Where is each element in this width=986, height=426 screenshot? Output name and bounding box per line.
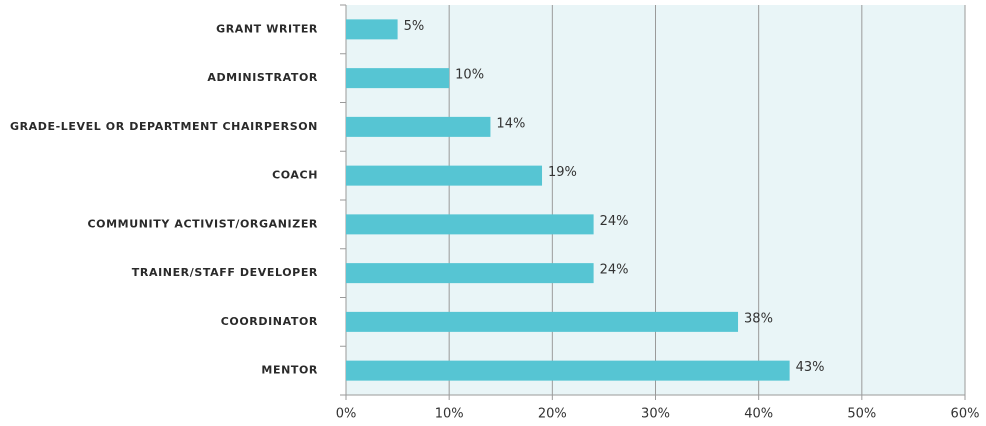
value-label: 14% bbox=[496, 116, 525, 131]
y-tick-label: TRAINER/STAFF DEVELOPER bbox=[132, 266, 318, 279]
bar bbox=[346, 263, 594, 284]
bar bbox=[346, 116, 491, 137]
y-tick-label: MENTOR bbox=[261, 364, 318, 377]
x-tick-label: 10% bbox=[435, 407, 464, 422]
x-tick-label: 0% bbox=[336, 407, 357, 422]
bar bbox=[346, 311, 739, 332]
x-tick-label: 30% bbox=[641, 407, 670, 422]
value-label: 38% bbox=[744, 311, 773, 326]
y-tick-label: ADMINISTRATOR bbox=[207, 71, 318, 84]
value-label: 43% bbox=[796, 360, 825, 375]
value-label: 19% bbox=[548, 165, 577, 180]
x-tick-label: 20% bbox=[538, 407, 567, 422]
bar bbox=[346, 214, 594, 235]
y-tick-label: COORDINATOR bbox=[221, 315, 318, 328]
bar bbox=[346, 68, 450, 89]
value-label: 24% bbox=[600, 214, 629, 229]
bar bbox=[346, 165, 543, 186]
value-label: 10% bbox=[455, 68, 484, 83]
x-tick-label: 50% bbox=[847, 407, 876, 422]
value-label: 5% bbox=[404, 19, 425, 34]
y-tick-label: COMMUNITY ACTIVIST/ORGANIZER bbox=[88, 217, 319, 230]
value-label: 24% bbox=[600, 263, 629, 278]
bar bbox=[346, 360, 790, 381]
x-tick-label: 60% bbox=[951, 407, 980, 422]
y-tick-label: GRADE-LEVEL OR DEPARTMENT CHAIRPERSON bbox=[10, 120, 318, 133]
y-tick-label: COACH bbox=[272, 169, 318, 182]
bar bbox=[346, 19, 398, 40]
x-tick-label: 40% bbox=[744, 407, 773, 422]
y-tick-label: GRANT WRITER bbox=[216, 22, 318, 35]
